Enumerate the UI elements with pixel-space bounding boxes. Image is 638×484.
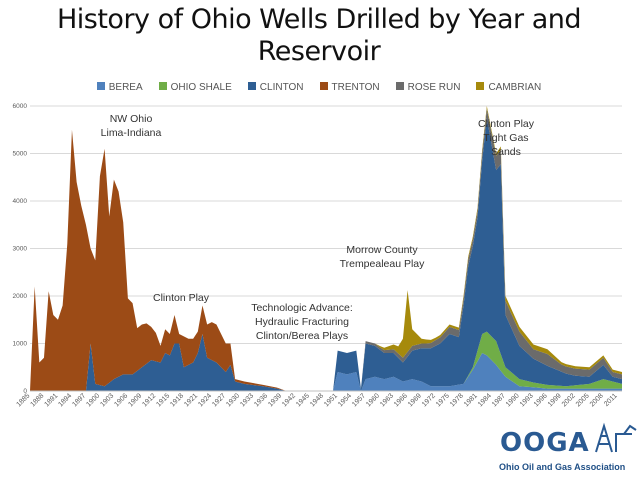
y-tick-label: 6000 <box>13 103 28 110</box>
legend-label: BEREA <box>108 82 143 93</box>
legend-swatch <box>395 82 404 90</box>
legend-label: CAMBRIAN <box>488 82 542 93</box>
x-tick-label: 1900 <box>85 392 101 408</box>
x-tick-label: 1945 <box>295 392 311 408</box>
x-tick-label: 1942 <box>281 392 297 408</box>
x-tick-label: 1963 <box>379 392 395 408</box>
chart-legend: BEREA OHIO SHALE CLINTON TRENTON ROSE RUN CAM… <box>0 82 638 93</box>
chart-annotation: Tight Gas <box>483 132 528 144</box>
chart-annotation: Lima-Indiana <box>101 127 162 139</box>
legend-item: ROSE RUN <box>395 82 461 93</box>
chart-title-line-1: History of Ohio Wells Drilled by Year an… <box>56 4 582 35</box>
legend-label: TRENTON <box>331 82 380 93</box>
x-tick-label: 1975 <box>435 392 451 408</box>
legend-swatch <box>476 82 485 90</box>
y-tick-label: 3000 <box>13 246 28 253</box>
x-tick-label: 2002 <box>561 392 577 408</box>
x-tick-label: 2011 <box>603 392 619 408</box>
x-tick-label: 1993 <box>519 392 535 408</box>
x-tick-label: 1966 <box>393 392 409 408</box>
x-tick-label: 1978 <box>449 392 465 408</box>
x-tick-label: 1918 <box>169 392 185 408</box>
x-tick-label: 1936 <box>253 392 269 408</box>
chart-annotation: NW Ohio <box>110 113 153 125</box>
logo-wordmark: OOGA <box>500 428 590 458</box>
x-tick-label: 1909 <box>127 392 143 408</box>
series-area-berea <box>30 353 622 391</box>
chart-annotation: Hydraulic Fracturing <box>255 316 349 328</box>
x-tick-label: 1987 <box>491 392 507 408</box>
chart-annotation: Morrow County <box>346 244 418 256</box>
x-tick-label: 1885 <box>15 392 31 408</box>
x-tick-label: 1891 <box>43 392 59 408</box>
x-tick-label: 2005 <box>575 392 591 408</box>
legend-label: CLINTON <box>259 82 304 93</box>
series-area-rose-run <box>30 108 622 391</box>
x-tick-label: 1948 <box>309 392 325 408</box>
y-tick-label: 4000 <box>13 198 28 205</box>
x-tick-label: 1903 <box>99 392 115 408</box>
chart-title-line-2: Reservoir <box>257 36 381 67</box>
chart-annotation: Trempealeau Play <box>340 258 426 270</box>
x-tick-label: 1906 <box>113 392 129 408</box>
x-tick-label: 1888 <box>29 392 45 408</box>
chart-annotation: Technologic Advance: <box>251 302 353 314</box>
y-tick-label: 1000 <box>13 341 28 348</box>
x-tick-label: 1924 <box>197 392 213 408</box>
x-tick-label: 1984 <box>477 392 493 408</box>
legend-swatch <box>319 82 328 90</box>
legend-label: OHIO SHALE <box>170 82 232 93</box>
x-tick-label: 1990 <box>505 392 521 408</box>
x-tick-label: 1960 <box>365 392 381 408</box>
x-tick-label: 1930 <box>225 392 241 408</box>
legend-item: CAMBRIAN <box>476 82 541 93</box>
oil-derrick-icon <box>595 422 637 453</box>
ooga-logo <box>492 422 638 479</box>
legend-item: TRENTON <box>319 82 380 93</box>
legend-item: CLINTON <box>247 82 304 93</box>
series-area-clinton <box>30 117 622 391</box>
legend-item: OHIO SHALE <box>158 82 232 93</box>
x-tick-label: 1996 <box>533 392 549 408</box>
logo-subtitle: Ohio Oil and Gas Association <box>499 462 626 472</box>
legend-swatch <box>247 82 256 90</box>
chart-annotation: Clinton/Berea Plays <box>256 330 348 342</box>
x-tick-label: 1927 <box>211 392 227 408</box>
y-tick-label: 2000 <box>13 293 28 300</box>
x-tick-label: 1999 <box>547 392 563 408</box>
legend-swatch <box>96 82 105 90</box>
y-tick-label: 5000 <box>13 151 28 158</box>
chart-title: History of Ohio Wells Drilled by Year an… <box>0 4 638 68</box>
x-tick-label: 1951 <box>323 392 339 408</box>
x-tick-label: 2008 <box>589 392 605 408</box>
x-tick-label: 1897 <box>71 392 87 408</box>
x-tick-label: 1969 <box>407 392 423 408</box>
x-tick-label: 1915 <box>155 392 171 408</box>
legend-label: ROSE RUN <box>407 82 461 93</box>
legend-swatch <box>158 82 167 90</box>
x-tick-label: 1957 <box>351 392 367 408</box>
y-tick-label: 0 <box>23 388 27 395</box>
x-tick-label: 1894 <box>57 392 73 408</box>
chart-annotation: Clinton Play <box>153 292 210 304</box>
x-tick-label: 1954 <box>337 392 353 408</box>
chart-annotation: Clinton Play <box>478 118 535 130</box>
x-tick-label: 1939 <box>267 392 283 408</box>
x-tick-label: 1981 <box>463 392 479 408</box>
x-tick-label: 1912 <box>141 392 157 408</box>
x-tick-label: 1972 <box>421 392 437 408</box>
x-tick-label: 1921 <box>183 392 199 408</box>
legend-item: BEREA <box>96 82 143 93</box>
chart-annotation: Sands <box>491 146 521 158</box>
x-tick-label: 1933 <box>239 392 255 408</box>
